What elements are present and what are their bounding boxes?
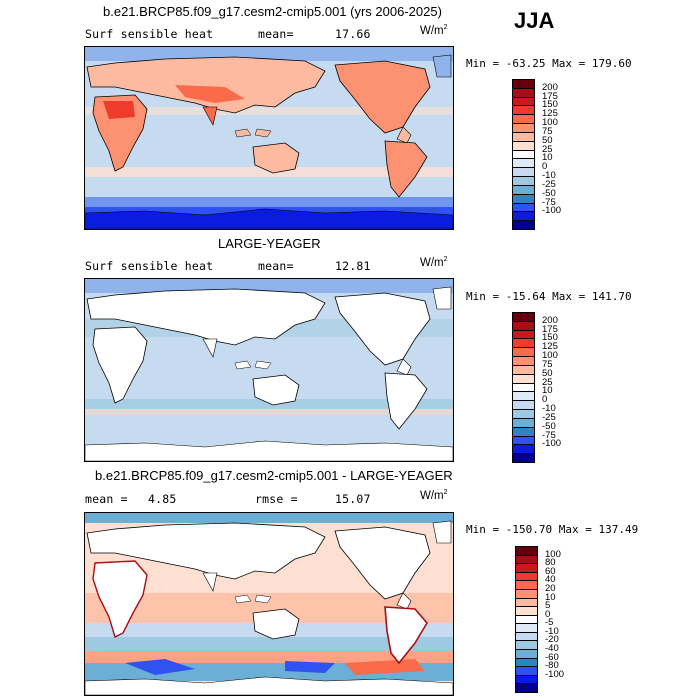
panel-3-mean-value: 4.85	[148, 492, 177, 506]
panel-3-units: W/m2	[420, 489, 448, 502]
colorbar-tick-label: -20	[545, 634, 559, 646]
colorbar-tick-label: -75	[542, 196, 556, 208]
colorbar-tick-label: 175	[542, 323, 558, 335]
panel-2-units: W/m2	[420, 256, 448, 269]
colorbar-swatch	[515, 683, 538, 693]
colorbar-tick-label: -100	[542, 438, 562, 450]
panel-2-map	[84, 278, 454, 462]
colorbar-tick-label: 100	[545, 548, 561, 560]
colorbar-tick-label: 75	[542, 125, 553, 137]
colorbar-tick-label: 50	[542, 134, 553, 146]
colorbar-swatch	[512, 453, 535, 463]
panel-3-colorbar: 100 80 60 40 20 10 5 0 -5 -10 -20 -40 -60 -80 -100	[515, 546, 575, 693]
colorbar-tick-label: 175	[542, 90, 558, 102]
colorbar-tick-label: -100	[542, 205, 562, 217]
season-label: JJA	[514, 8, 555, 33]
colorbar-tick-label: 10	[542, 152, 553, 164]
colorbar-tick-label: -40	[545, 643, 559, 655]
colorbar-tick-label: 0	[542, 394, 548, 406]
panel-3-map	[84, 512, 454, 696]
panel-2-minmax: Min = -15.64 Max = 141.70	[466, 290, 632, 303]
colorbar-tick-label: -25	[542, 411, 556, 423]
colorbar-tick-label: -100	[545, 668, 565, 680]
colorbar-tick-label: -60	[545, 651, 559, 663]
colorbar-tick-label: 25	[542, 143, 553, 155]
colorbar-tick-label: 200	[542, 81, 558, 93]
colorbar-tick-label: 60	[545, 565, 556, 577]
colorbar-tick-label: 125	[542, 108, 558, 120]
panel-3-minmax: Min = -150.70 Max = 137.49	[466, 523, 639, 536]
panel-2-variable-label: Surf sensible heat	[85, 259, 214, 273]
colorbar-tick-label: 200	[542, 314, 558, 326]
panel-3-mean-label: mean =	[85, 492, 128, 506]
colorbar-tick-label: -10	[542, 170, 556, 182]
colorbar-tick-label: 10	[545, 591, 556, 603]
panel-2-title: LARGE-YEAGER	[218, 236, 321, 251]
colorbar-tick-label: 0	[545, 608, 551, 620]
colorbar-tick-label: 40	[545, 574, 556, 586]
panel-2-mean-label: mean=	[258, 259, 294, 273]
colorbar-tick-label: 25	[542, 376, 553, 388]
colorbar-tick-label: 5	[545, 600, 551, 612]
panel-1-title: b.e21.BRCP85.f09_g17.cesm2-cmip5.001 (yr…	[103, 4, 442, 19]
colorbar-tick-label: 50	[542, 367, 553, 379]
panel-1-variable-label: Surf sensible heat	[85, 27, 214, 41]
colorbar-tick-label: -50	[542, 420, 556, 432]
colorbar-tick-label: -10	[542, 403, 556, 415]
colorbar-tick-label: 75	[542, 358, 553, 370]
panel-2-colorbar: 200 175 150 125 100 75 50 25 10 0 -10 -25 -50 -75 -100	[512, 312, 572, 463]
panel-3-rmse-value: 15.07	[335, 492, 371, 506]
panel-1-mean-label: mean=	[258, 27, 294, 41]
colorbar-tick-label: 150	[542, 99, 558, 111]
colorbar-tick-label: -80	[545, 660, 559, 672]
colorbar-tick-label: 20	[545, 582, 556, 594]
panel-1-minmax: Min = -63.25 Max = 179.60	[466, 57, 632, 70]
colorbar-tick-label: -75	[542, 429, 556, 441]
panel-3-title: b.e21.BRCP85.f09_g17.cesm2-cmip5.001 - L…	[95, 468, 453, 483]
colorbar-tick-label: 80	[545, 557, 556, 569]
colorbar-tick-label: -25	[542, 178, 556, 190]
panel-2-mean-value: 12.81	[335, 259, 371, 273]
panel-1-units: W/m2	[420, 24, 448, 37]
colorbar-tick-label: -10	[545, 625, 559, 637]
panel-1-map	[84, 46, 454, 230]
colorbar-tick-label: 0	[542, 161, 548, 173]
panel-3-rmse-label: rmse =	[255, 492, 298, 506]
colorbar-tick-label: -50	[542, 187, 556, 199]
colorbar-tick-label: 100	[542, 117, 558, 129]
colorbar-tick-label: -5	[545, 617, 554, 629]
colorbar-tick-label: 10	[542, 385, 553, 397]
colorbar-tick-label: 150	[542, 332, 558, 344]
panel-1-mean-value: 17.66	[335, 27, 371, 41]
colorbar-tick-label: 100	[542, 350, 558, 362]
panel-1-colorbar: 200 175 150 125 100 75 50 25 10 0 -10 -25 -50 -75 -100	[512, 79, 572, 230]
colorbar-swatch	[512, 220, 535, 230]
colorbar-tick-label: 125	[542, 341, 558, 353]
